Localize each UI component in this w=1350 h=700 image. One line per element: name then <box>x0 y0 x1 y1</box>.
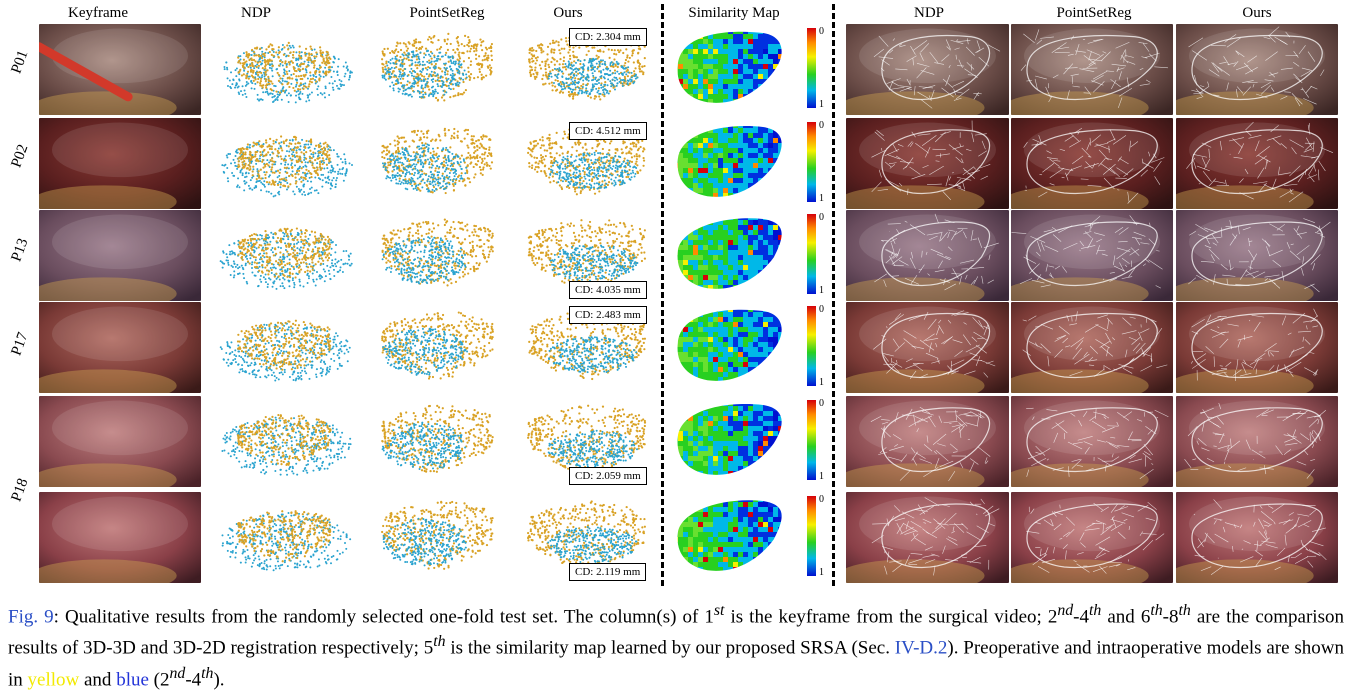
cell-ours2d-row-3 <box>1176 210 1338 301</box>
caption-blue-word: blue <box>116 668 149 690</box>
cell-psr3d-row-5 <box>365 396 507 487</box>
cell-ndp3d-row-4 <box>204 302 362 393</box>
similarity-colorbar <box>807 306 816 386</box>
column-header-psr2d: PointSetReg <box>1056 5 1132 21</box>
chamfer-distance-label: CD: 4.035 mm <box>569 281 647 299</box>
cell-ours2d-row-4 <box>1176 302 1338 393</box>
cell-ndp2d-row-5 <box>846 396 1009 487</box>
cell-ours2d-row-6 <box>1176 492 1338 583</box>
colorbar-top-label: 0 <box>819 304 824 315</box>
patient-label-p13: P13 <box>8 236 32 264</box>
patient-label-p18: P18 <box>8 476 32 504</box>
colorbar-bottom-label: 1 <box>819 377 824 388</box>
cell-sim-row-6 <box>668 492 805 583</box>
cell-ours3d-row-3 <box>510 210 660 301</box>
colorbar-bottom-label: 1 <box>819 99 824 110</box>
patient-label-p02: P02 <box>8 142 32 170</box>
cell-keyframe-row-5 <box>39 396 201 487</box>
colorbar-bottom-label: 1 <box>819 567 824 578</box>
cell-keyframe-row-1 <box>39 24 201 115</box>
patient-label-p17: P17 <box>8 330 32 358</box>
colorbar-top-label: 0 <box>819 120 824 131</box>
cell-sim-row-2 <box>668 118 805 209</box>
cell-psr2d-row-3 <box>1011 210 1173 301</box>
colorbar-top-label: 0 <box>819 26 824 37</box>
colorbar-bottom-label: 1 <box>819 471 824 482</box>
cell-ours2d-row-5 <box>1176 396 1338 487</box>
similarity-colorbar <box>807 122 816 202</box>
column-header-sim: Similarity Map <box>688 5 780 21</box>
cell-ndp2d-row-6 <box>846 492 1009 583</box>
chamfer-distance-label: CD: 2.483 mm <box>569 306 647 324</box>
similarity-colorbar <box>807 496 816 576</box>
column-header-keyframe: Keyframe <box>68 5 128 21</box>
cell-psr3d-row-2 <box>365 118 507 209</box>
similarity-colorbar <box>807 214 816 294</box>
cell-ndp3d-row-1 <box>204 24 362 115</box>
cell-ndp3d-row-5 <box>204 396 362 487</box>
cell-ours2d-row-1 <box>1176 24 1338 115</box>
cell-ours2d-row-2 <box>1176 118 1338 209</box>
caption-yellow-word: yellow <box>27 668 80 690</box>
cell-ndp2d-row-2 <box>846 118 1009 209</box>
cell-keyframe-row-6 <box>39 492 201 583</box>
chamfer-distance-label: CD: 2.304 mm <box>569 28 647 46</box>
separator-left <box>661 4 664 586</box>
cell-keyframe-row-4 <box>39 302 201 393</box>
cell-psr2d-row-2 <box>1011 118 1173 209</box>
colorbar-bottom-label: 1 <box>819 285 824 296</box>
column-header-ours2d: Ours <box>1242 5 1272 21</box>
cell-psr2d-row-4 <box>1011 302 1173 393</box>
separator-right <box>832 4 835 586</box>
chamfer-distance-label: CD: 4.512 mm <box>569 122 647 140</box>
column-header-ours3d: Ours <box>553 5 583 21</box>
cell-ndp3d-row-6 <box>204 492 362 583</box>
cell-keyframe-row-3 <box>39 210 201 301</box>
similarity-colorbar <box>807 400 816 480</box>
cell-ours3d-row-4 <box>510 302 660 393</box>
colorbar-bottom-label: 1 <box>819 193 824 204</box>
cell-sim-row-1 <box>668 24 805 115</box>
cell-ours3d-row-5 <box>510 396 660 487</box>
cell-ndp3d-row-3 <box>204 210 362 301</box>
cell-ours3d-row-6 <box>510 492 660 583</box>
cell-ndp2d-row-3 <box>846 210 1009 301</box>
column-header-ndp3d: NDP <box>240 5 271 21</box>
cell-ndp2d-row-1 <box>846 24 1009 115</box>
cell-psr2d-row-5 <box>1011 396 1173 487</box>
cell-psr3d-row-6 <box>365 492 507 583</box>
section-reference-link[interactable]: IV-D.2 <box>894 637 948 659</box>
cell-ndp2d-row-4 <box>846 302 1009 393</box>
column-header-psr3d: PointSetReg <box>409 5 485 21</box>
cell-sim-row-4 <box>668 302 805 393</box>
chamfer-distance-label: CD: 2.059 mm <box>569 467 647 485</box>
cell-sim-row-5 <box>668 396 805 487</box>
caption-lead: Fig. 9 <box>8 606 54 628</box>
cell-psr2d-row-6 <box>1011 492 1173 583</box>
chamfer-distance-label: CD: 2.119 mm <box>569 563 647 581</box>
cell-psr3d-row-4 <box>365 302 507 393</box>
colorbar-top-label: 0 <box>819 494 824 505</box>
cell-sim-row-3 <box>668 210 805 301</box>
cell-keyframe-row-2 <box>39 118 201 209</box>
colorbar-top-label: 0 <box>819 212 824 223</box>
cell-psr3d-row-1 <box>365 24 507 115</box>
column-header-ndp2d: NDP <box>913 5 944 21</box>
colorbar-top-label: 0 <box>819 398 824 409</box>
cell-psr2d-row-1 <box>1011 24 1173 115</box>
cell-psr3d-row-3 <box>365 210 507 301</box>
patient-label-p01: P01 <box>8 48 32 76</box>
figure-caption: Fig. 9: Qualitative results from the ran… <box>8 602 1344 690</box>
cell-ndp3d-row-2 <box>204 118 362 209</box>
similarity-colorbar <box>807 28 816 108</box>
